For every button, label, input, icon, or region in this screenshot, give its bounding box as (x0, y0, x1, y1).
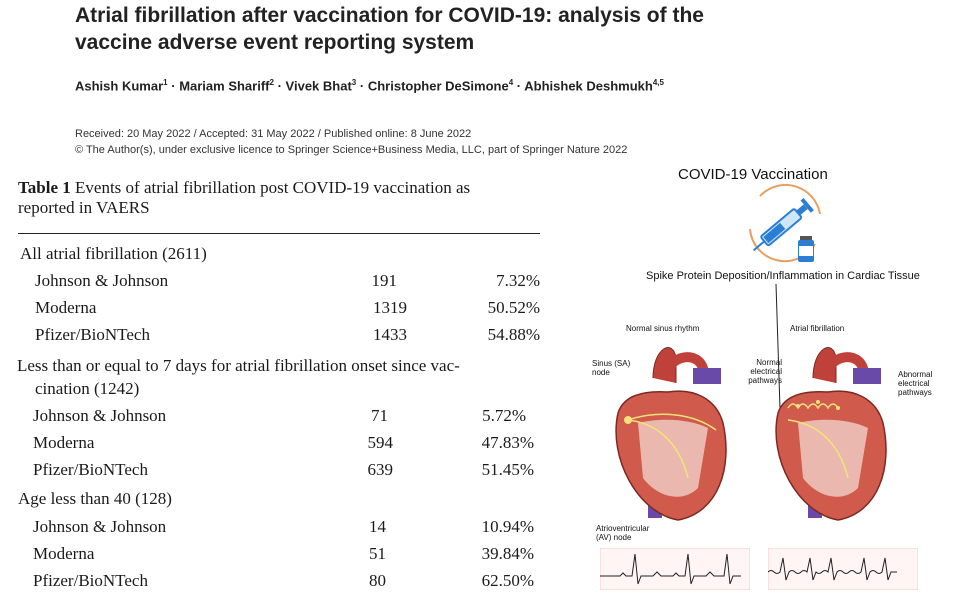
table-row-vaccine: Pfizer/BioNTech (33, 571, 148, 590)
syringe-plunger (796, 204, 808, 216)
normal-heart-illustration (615, 347, 727, 521)
normal-pathways-label: Normal electrical pathways (748, 358, 782, 385)
table-row-vaccine: Pfizer/BioNTech (35, 325, 150, 344)
syringe-handle (800, 197, 814, 213)
table-row-count: 80 (369, 571, 386, 590)
author-affiliation: 4,5 (652, 78, 664, 87)
author-separator: · (277, 78, 282, 94)
afib-label: Atrial fibrillation (790, 324, 845, 333)
table-group-heading: Age less than 40 (128) (18, 489, 172, 508)
sa-node-label: Sinus (SA) node (592, 359, 631, 377)
author-affiliation: 2 (269, 78, 274, 87)
author-affiliation: 4 (508, 78, 514, 87)
abnormal-pathways-label: Abnormal electrical pathways (898, 370, 933, 397)
syringe-needle (752, 240, 765, 252)
author-separator: · (171, 78, 176, 94)
publication-dates: Received: 20 May 2022 / Accepted: 31 May… (75, 128, 472, 140)
syringe-fluid (763, 222, 786, 244)
table-row-percent: 7.32% (496, 271, 540, 290)
copyright-notice: © The Author(s), under exclusive licence… (75, 144, 628, 156)
table-row-percent: 10.94% (481, 517, 534, 536)
afib-ecg-strip (768, 548, 918, 590)
author-affiliation: 3 (351, 78, 357, 87)
table-row-count: 639 (367, 460, 394, 479)
table-row-count: 1433 (373, 325, 407, 344)
table-row-percent: 5.72% (482, 406, 526, 425)
av-node-label: Atrioventricular (AV) node (596, 524, 650, 542)
table-caption-text-2: reported in VAERS (18, 198, 150, 217)
author-name: Christopher DeSimone (367, 78, 509, 94)
table-row-vaccine: Moderna (33, 433, 95, 452)
table-row-percent: 54.88% (487, 325, 540, 344)
normal-rhythm-label: Normal sinus rhythm (626, 324, 700, 333)
table-row-percent: 51.45% (481, 460, 534, 479)
table-row-count: 1319 (373, 298, 407, 317)
pointer-line (775, 284, 781, 410)
author-name: Vivek Bhat (285, 78, 352, 94)
table-group-heading: Less than or equal to 7 days for atrial … (17, 356, 460, 375)
author-separator: · (516, 78, 522, 94)
table-caption-text: Events of atrial fibrillation post COVID… (75, 178, 471, 197)
table-group-heading-2: cination (1242) (35, 379, 140, 398)
vaccine-vial-icon (798, 236, 814, 262)
table-top-rule (18, 233, 540, 234)
table-row-vaccine: Moderna (33, 544, 95, 563)
table-label: Table 1 (18, 178, 71, 197)
table-row-vaccine: Johnson & Johnson (33, 406, 167, 425)
author-name: Mariam Shariff (179, 78, 270, 94)
table-caption: Table 1 Events of atrial fibrillation po… (18, 178, 543, 218)
syringe-icon (749, 184, 821, 263)
author-list: Ashish Kumar1 · Mariam Shariff2 · Vivek … (75, 78, 664, 93)
table-row-count: 71 (371, 406, 388, 425)
vaccination-figure: COVID-19 Vaccination Spike Protein Depos… (570, 160, 960, 600)
afib-heart-illustration (775, 347, 887, 521)
table-row-vaccine: Moderna (35, 298, 97, 317)
author-separator: · (359, 78, 365, 94)
figure-subtitle: Spike Protein Deposition/Inflammation in… (646, 270, 920, 282)
table-group-heading: All atrial fibrillation (2611) (20, 244, 207, 263)
table-row-vaccine: Johnson & Johnson (35, 271, 169, 290)
table-row-count: 191 (371, 271, 398, 290)
table-row-vaccine: Johnson & Johnson (33, 517, 167, 536)
author-name: Abhishek Deshmukh (524, 78, 653, 94)
table-row-percent: 50.52% (487, 298, 540, 317)
figure-title: COVID-19 Vaccination (678, 166, 828, 183)
table-row-vaccine: Pfizer/BioNTech (33, 460, 148, 479)
table-row-count: 51 (369, 544, 386, 563)
author-affiliation: 1 (163, 78, 168, 87)
table-row-count: 14 (369, 517, 386, 536)
table-row-percent: 47.83% (481, 433, 534, 452)
paper-title: Atrial fibrillation after vaccination fo… (75, 4, 704, 54)
circle-arc (759, 184, 821, 215)
table-row-percent: 39.84% (481, 544, 534, 563)
author-name: Ashish Kumar (75, 78, 164, 94)
table-row-percent: 62.50% (481, 571, 534, 590)
publication-info: Received: 20 May 2022 / Accepted: 31 May… (75, 126, 627, 158)
table-row-count: 594 (367, 433, 394, 452)
normal-ecg-strip (600, 548, 750, 590)
